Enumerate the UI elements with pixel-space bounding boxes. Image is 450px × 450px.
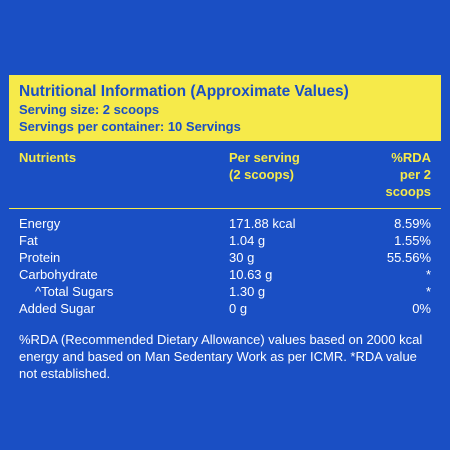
rda-footnote: %RDA (Recommended Dietary Allowance) val… xyxy=(19,332,423,381)
column-header-per-serving: Per serving (2 scoops) xyxy=(229,149,359,200)
nutrient-name: Fat xyxy=(19,233,38,248)
table-column-headers: Nutrients Per serving (2 scoops) %RDA pe… xyxy=(9,141,441,209)
nutrient-rda: 55.56% xyxy=(386,250,431,265)
table-row: Fat 1.04 g 1.55% xyxy=(19,232,431,249)
nutrient-value: 0 g xyxy=(229,301,248,316)
rda-label: %RDA xyxy=(391,150,431,165)
nutrient-value: 1.04 g xyxy=(229,233,266,248)
per-serving-label: Per serving xyxy=(229,150,300,165)
nutrient-rda: * xyxy=(425,284,431,299)
table-row: Carbohydrate 10.63 g * xyxy=(19,266,431,283)
nutrition-panel: Nutritional Information (Approximate Val… xyxy=(9,75,441,382)
nutrient-value: 171.88 kcal xyxy=(229,216,296,231)
nutrient-rows: Energy 171.88 kcal 8.59% Fat 1.04 g 1.55… xyxy=(9,209,441,317)
nutrient-value: 10.63 g xyxy=(229,267,273,282)
nutrient-rda: * xyxy=(425,267,431,282)
column-header-nutrients: Nutrients xyxy=(19,150,77,165)
nutrition-header: Nutritional Information (Approximate Val… xyxy=(9,75,441,141)
nutrient-name: Added Sugar xyxy=(19,301,95,316)
table-row: ^Total Sugars 1.30 g * xyxy=(19,283,431,300)
nutrient-value: 30 g xyxy=(229,250,255,265)
nutrient-name: ^Total Sugars xyxy=(35,284,114,299)
nutrient-name: Protein xyxy=(19,250,61,265)
nutrient-name: Energy xyxy=(19,216,61,231)
nutrient-name: Carbohydrate xyxy=(19,267,98,282)
serving-size: Serving size: 2 scoops xyxy=(19,102,160,117)
nutrient-value: 1.30 g xyxy=(229,284,266,299)
table-row: Protein 30 g 55.56% xyxy=(19,249,431,266)
servings-per-container: Servings per container: 10 Servings xyxy=(19,119,241,134)
column-header-rda: %RDA per 2 scoops xyxy=(359,149,431,200)
nutrient-rda: 8.59% xyxy=(394,216,431,231)
nutrient-rda: 1.55% xyxy=(394,233,431,248)
nutrition-title: Nutritional Information (Approximate Val… xyxy=(19,83,349,100)
table-row: Added Sugar 0 g 0% xyxy=(19,300,431,317)
per-serving-sublabel: (2 scoops) xyxy=(229,167,295,182)
table-row: Energy 171.88 kcal 8.59% xyxy=(19,215,431,232)
nutrient-rda: 0% xyxy=(412,301,431,316)
rda-sublabel: per 2 scoops xyxy=(385,167,431,199)
